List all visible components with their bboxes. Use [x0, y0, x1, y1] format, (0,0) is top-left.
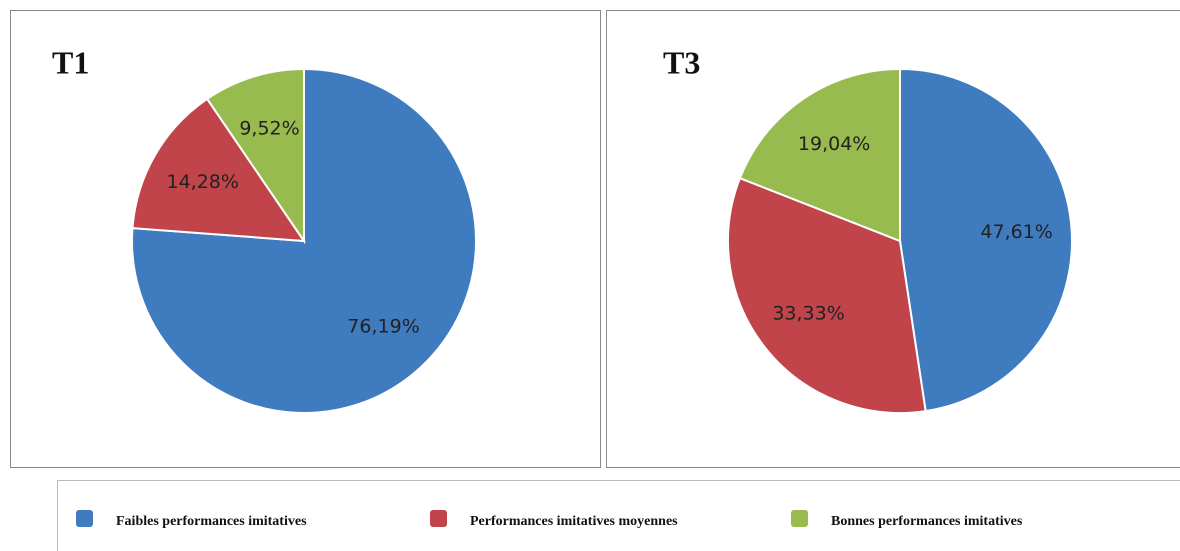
- pie-slice: [205, 67, 305, 245]
- data-label: 76,19%: [347, 315, 419, 337]
- data-label: 9,52%: [239, 118, 299, 140]
- legend-swatch: [76, 510, 93, 527]
- legend-swatch: [791, 510, 808, 527]
- legend-label: Bonnes performances imitatives: [831, 514, 1023, 529]
- legend-frame: [57, 480, 1180, 551]
- data-label: 14,28%: [167, 171, 239, 193]
- chart-frame: [606, 10, 1180, 468]
- pie-slice: [738, 67, 901, 243]
- legend-swatch: [430, 510, 447, 527]
- pie-slice: [131, 97, 306, 243]
- chart-title: T3: [663, 44, 700, 80]
- data-label: 33,33%: [772, 302, 844, 324]
- legend-label: Faibles performances imitatives: [116, 514, 307, 529]
- pie-slice: [899, 67, 1073, 413]
- pie-slice: [727, 176, 927, 414]
- chart-frame: [10, 10, 601, 468]
- legend-label: Performances imitatives moyennes: [470, 514, 678, 529]
- data-label: 47,61%: [980, 221, 1052, 243]
- chart-title: T1: [52, 44, 89, 80]
- data-label: 19,04%: [798, 133, 870, 155]
